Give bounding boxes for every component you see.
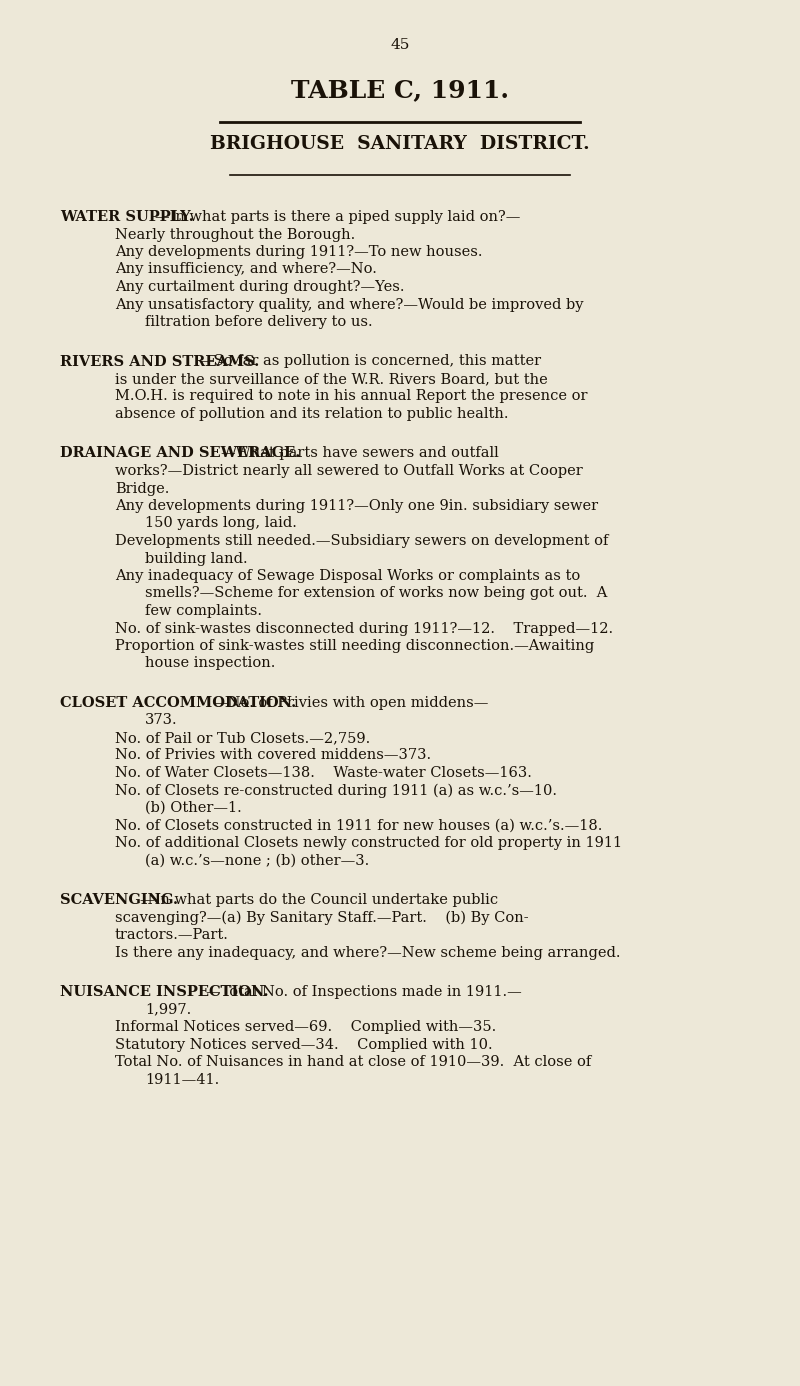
Text: —What parts have sewers and outfall: —What parts have sewers and outfall	[221, 446, 498, 460]
Text: Any unsatisfactory quality, and where?—Would be improved by: Any unsatisfactory quality, and where?—W…	[115, 298, 583, 312]
Text: No. of sink-wastes disconnected during 1911?—12.    Trapped—12.: No. of sink-wastes disconnected during 1…	[115, 621, 613, 636]
Text: TABLE C, 1911.: TABLE C, 1911.	[291, 78, 509, 103]
Text: No. of additional Closets newly constructed for old property in 1911: No. of additional Closets newly construc…	[115, 836, 622, 850]
Text: —No. of Privies with open middens—: —No. of Privies with open middens—	[214, 696, 489, 710]
Text: 373.: 373.	[145, 714, 178, 728]
Text: Bridge.: Bridge.	[115, 481, 170, 496]
Text: filtration before delivery to us.: filtration before delivery to us.	[145, 315, 373, 328]
Text: Any developments during 1911?—Only one 9in. subsidiary sewer: Any developments during 1911?—Only one 9…	[115, 499, 598, 513]
Text: smells?—Scheme for extension of works now being got out.  A: smells?—Scheme for extension of works no…	[145, 586, 607, 600]
Text: 150 yards long, laid.: 150 yards long, laid.	[145, 517, 297, 531]
Text: —Total No. of Inspections made in 1911.—: —Total No. of Inspections made in 1911.—	[206, 985, 522, 999]
Text: few complaints.: few complaints.	[145, 604, 262, 618]
Text: WATER SUPPLY.: WATER SUPPLY.	[60, 211, 194, 225]
Text: scavenging?—(a) By Sanitary Staff.—Part.    (b) By Con-: scavenging?—(a) By Sanitary Staff.—Part.…	[115, 911, 529, 924]
Text: —In what parts is there a piped supply laid on?—: —In what parts is there a piped supply l…	[155, 211, 520, 225]
Text: M.O.H. is required to note in his annual Report the presence or: M.O.H. is required to note in his annual…	[115, 389, 587, 403]
Text: Any inadequacy of Sewage Disposal Works or complaints as to: Any inadequacy of Sewage Disposal Works …	[115, 570, 580, 584]
Text: 1,997.: 1,997.	[145, 1002, 191, 1016]
Text: Any developments during 1911?—To new houses.: Any developments during 1911?—To new hou…	[115, 245, 482, 259]
Text: Proportion of sink-wastes still needing disconnection.—Awaiting: Proportion of sink-wastes still needing …	[115, 639, 594, 653]
Text: Developments still needed.—Subsidiary sewers on development of: Developments still needed.—Subsidiary se…	[115, 534, 608, 547]
Text: RIVERS AND STREAMS.: RIVERS AND STREAMS.	[60, 355, 259, 369]
Text: works?—District nearly all sewered to Outfall Works at Cooper: works?—District nearly all sewered to Ou…	[115, 464, 582, 478]
Text: No. of Closets re-constructed during 1911 (a) as w.c.’s—10.: No. of Closets re-constructed during 191…	[115, 783, 557, 798]
Text: SCAVENGING.: SCAVENGING.	[60, 893, 178, 906]
Text: tractors.—Part.: tractors.—Part.	[115, 929, 229, 942]
Text: No. of Water Closets—138.    Waste-water Closets—163.: No. of Water Closets—138. Waste-water Cl…	[115, 766, 532, 780]
Text: Is there any inadequacy, and where?—New scheme being arranged.: Is there any inadequacy, and where?—New …	[115, 945, 621, 959]
Text: BRIGHOUSE  SANITARY  DISTRICT.: BRIGHOUSE SANITARY DISTRICT.	[210, 134, 590, 152]
Text: CLOSET ACCOMMODATION.: CLOSET ACCOMMODATION.	[60, 696, 296, 710]
Text: Nearly throughout the Borough.: Nearly throughout the Borough.	[115, 227, 355, 241]
Text: No. of Closets constructed in 1911 for new houses (a) w.c.’s.—18.: No. of Closets constructed in 1911 for n…	[115, 819, 602, 833]
Text: (b) Other—1.: (b) Other—1.	[145, 801, 242, 815]
Text: No. of Privies with covered middens—373.: No. of Privies with covered middens—373.	[115, 748, 431, 762]
Text: NUISANCE INSPECTION.: NUISANCE INSPECTION.	[60, 985, 269, 999]
Text: No. of Pail or Tub Closets.—2,759.: No. of Pail or Tub Closets.—2,759.	[115, 730, 370, 746]
Text: house inspection.: house inspection.	[145, 657, 275, 671]
Text: Informal Notices served—69.    Complied with—35.: Informal Notices served—69. Complied wit…	[115, 1020, 496, 1034]
Text: building land.: building land.	[145, 552, 248, 565]
Text: Any curtailment during drought?—Yes.: Any curtailment during drought?—Yes.	[115, 280, 405, 294]
Text: Total No. of Nuisances in hand at close of 1910—39.  At close of: Total No. of Nuisances in hand at close …	[115, 1055, 591, 1069]
Text: —In what parts do the Council undertake public: —In what parts do the Council undertake …	[140, 893, 498, 906]
Text: Statutory Notices served—34.    Complied with 10.: Statutory Notices served—34. Complied wi…	[115, 1038, 493, 1052]
Text: 1911—41.: 1911—41.	[145, 1073, 219, 1087]
Text: DRAINAGE AND SEWERAGE.: DRAINAGE AND SEWERAGE.	[60, 446, 300, 460]
Text: —So far as pollution is concerned, this matter: —So far as pollution is concerned, this …	[198, 355, 541, 369]
Text: (a) w.c.’s—none ; (b) other—3.: (a) w.c.’s—none ; (b) other—3.	[145, 854, 370, 868]
Text: 45: 45	[390, 37, 410, 53]
Text: absence of pollution and its relation to public health.: absence of pollution and its relation to…	[115, 407, 509, 421]
Text: is under the surveillance of the W.R. Rivers Board, but the: is under the surveillance of the W.R. Ri…	[115, 371, 548, 385]
Text: Any insufficiency, and where?—No.: Any insufficiency, and where?—No.	[115, 262, 377, 276]
